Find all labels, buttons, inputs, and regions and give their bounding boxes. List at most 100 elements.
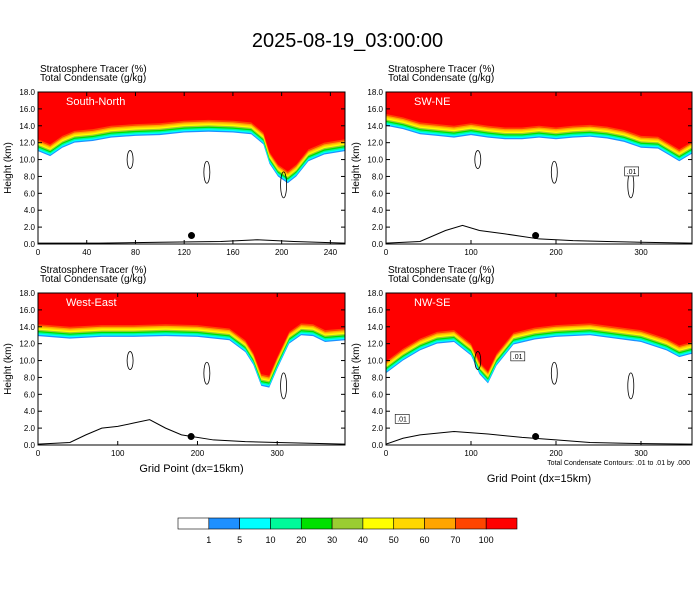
location-marker	[188, 232, 195, 240]
x-tick-label: 160	[226, 248, 240, 257]
colorbar-label: 20	[296, 535, 306, 545]
y-tick-label: 12.0	[19, 139, 35, 148]
y-axis-label: Height (km)	[3, 142, 14, 194]
panel-header-condensate: Total Condensate (g/kg)	[388, 274, 494, 285]
y-tick-label: 8.0	[372, 172, 384, 181]
plot-frame	[385, 91, 693, 245]
condensate-contour	[126, 150, 134, 169]
y-tick-label: 14.0	[19, 323, 35, 332]
y-tick-label: 6.0	[372, 390, 384, 399]
panel-header-condensate: Total Condensate (g/kg)	[388, 73, 494, 84]
x-tick-label: 200	[191, 449, 205, 458]
plot-area	[386, 92, 692, 244]
y-tick-label: 16.0	[19, 105, 35, 114]
colorbar-label: 100	[479, 535, 494, 545]
y-tick-label: 2.0	[24, 424, 36, 433]
y-tick-label: 12.0	[367, 139, 383, 148]
colorbar-label: 50	[389, 535, 399, 545]
plot-area	[38, 92, 345, 244]
y-tick-label: 18.0	[19, 289, 35, 298]
tracer-core	[386, 293, 692, 372]
x-tick-label: 80	[131, 248, 140, 257]
y-tick-label: 18.0	[19, 88, 35, 97]
y-tick-label: 10.0	[367, 357, 383, 366]
colorbar-swatch	[239, 517, 271, 530]
plot-frame	[37, 292, 346, 446]
colorbar-swatch	[331, 517, 364, 530]
y-tick-label: 16.0	[367, 306, 383, 315]
location-marker	[187, 433, 195, 441]
terrain-line	[386, 224, 692, 244]
x-axis-label: Grid Point (dx=15km)	[487, 473, 591, 485]
y-tick-label: 14.0	[367, 323, 383, 332]
x-tick-label: 300	[271, 449, 285, 458]
y-tick-label: 8.0	[372, 373, 384, 382]
y-tick-label: 2.0	[24, 223, 36, 232]
y-tick-label: 2.0	[372, 223, 384, 232]
x-tick-label: 40	[82, 248, 91, 257]
contour-label-box	[624, 166, 640, 177]
x-axis-label: Grid Point (dx=15km)	[139, 463, 243, 475]
y-tick-label: 18.0	[367, 88, 383, 97]
tracer-core	[38, 92, 345, 172]
condensate-contour	[474, 351, 482, 370]
colorbar-label: 60	[420, 535, 430, 545]
y-tick-label: 6.0	[24, 189, 36, 198]
condensate-contour	[627, 372, 635, 400]
x-tick-label: 0	[384, 449, 389, 458]
x-tick-label: 100	[464, 248, 478, 257]
x-tick-label: 120	[178, 248, 192, 257]
y-tick-label: 6.0	[24, 390, 36, 399]
chart-panel-3: West-East Stratosphere Tracer (%)Total Co…	[3, 265, 346, 475]
contour-footnote: Total Condensate Contours: .01 to .01 by…	[547, 460, 690, 467]
tracer-core	[386, 92, 692, 150]
y-tick-label: 8.0	[24, 172, 36, 181]
y-tick-label: 4.0	[372, 407, 384, 416]
colorbar-swatch	[270, 517, 302, 530]
panel-label: SW-NE	[414, 96, 450, 108]
condensate-contour	[550, 160, 558, 184]
x-tick-label: 200	[549, 449, 563, 458]
y-tick-label: 0.0	[24, 441, 36, 450]
panel-header-condensate: Total Condensate (g/kg)	[40, 73, 146, 84]
y-tick-label: 0.0	[372, 441, 384, 450]
y-tick-label: 12.0	[19, 340, 35, 349]
plot-area	[38, 293, 345, 445]
location-marker	[532, 433, 540, 441]
y-tick-label: 10.0	[19, 156, 35, 165]
colorbar: 1 5 10 20 30 40 50 60 70 100	[177, 517, 518, 545]
condensate-contour	[280, 171, 288, 199]
y-axis-label: Height (km)	[3, 343, 14, 395]
condensate-contour	[203, 361, 211, 385]
condensate-contour	[550, 361, 558, 385]
panel-label: NW-SE	[414, 297, 450, 309]
contour-label-box	[510, 351, 526, 362]
colorbar-label: 5	[237, 535, 242, 545]
contour-label-box	[394, 414, 410, 424]
colorbar-swatch	[208, 517, 240, 530]
y-tick-label: 14.0	[19, 122, 35, 131]
y-tick-label: 0.0	[24, 240, 36, 249]
y-tick-label: 6.0	[372, 189, 384, 198]
colorbar-swatch	[362, 517, 395, 530]
colorbar-swatch	[177, 517, 210, 530]
y-tick-label: 16.0	[19, 306, 35, 315]
condensate-contour	[203, 160, 211, 184]
panel-header-tracer: Stratosphere Tracer (%)	[388, 64, 495, 75]
y-tick-label: 4.0	[372, 206, 384, 215]
y-tick-label: 16.0	[367, 105, 383, 114]
plot-frame	[385, 292, 693, 446]
colorbar-swatch	[393, 517, 425, 530]
y-tick-label: 4.0	[24, 206, 36, 215]
x-tick-label: 300	[634, 248, 648, 257]
x-tick-label: 0	[36, 248, 41, 257]
y-tick-label: 14.0	[367, 122, 383, 131]
plot-area	[386, 293, 692, 445]
y-axis-label: Height (km)	[351, 142, 362, 194]
tracer-core	[38, 293, 345, 376]
x-tick-label: 100	[111, 449, 125, 458]
panel-header-tracer: Stratosphere Tracer (%)	[388, 265, 495, 276]
panel-header-condensate: Total Condensate (g/kg)	[40, 274, 146, 285]
